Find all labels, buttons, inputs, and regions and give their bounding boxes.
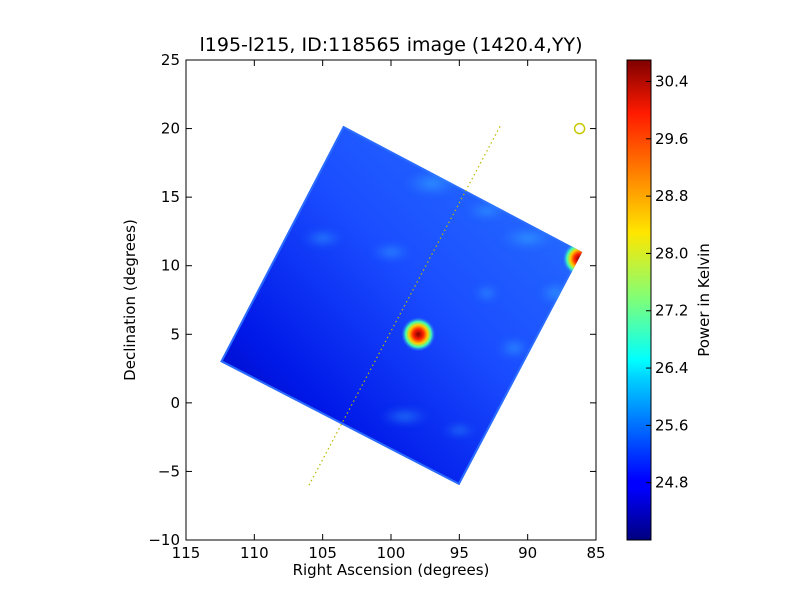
- y-tick-label: 5: [170, 325, 180, 343]
- field-layer: [220, 125, 583, 486]
- colorbar: [626, 59, 652, 541]
- x-tick-label: 90: [518, 544, 537, 562]
- marker-circle: [573, 122, 586, 135]
- y-tick-label: 20: [161, 120, 180, 138]
- x-tick-label: 110: [240, 544, 269, 562]
- emission-blob: [378, 407, 432, 426]
- chart-title: l195-l215, ID:118565 image (1420.4,YY): [199, 34, 583, 56]
- x-tick-label: 95: [450, 544, 469, 562]
- emission-blob: [441, 423, 477, 437]
- emission-blob: [496, 337, 532, 359]
- emission-blob: [537, 282, 573, 305]
- emission-blob: [464, 202, 509, 220]
- x-tick-label: 85: [586, 544, 605, 562]
- survey-field: [220, 125, 583, 486]
- dotted-line: [308, 125, 501, 486]
- colorbar-tick-label: 30.4: [655, 72, 688, 90]
- emission-blob: [300, 229, 345, 248]
- colorbar-tick-label: 24.8: [655, 474, 688, 492]
- x-tick-label: 105: [308, 544, 337, 562]
- y-axis-label: Declination (degrees): [121, 219, 139, 381]
- emission-blob: [473, 284, 500, 302]
- colorbar-tick-label: 29.6: [655, 130, 688, 148]
- colorbar-ticks: 30.4 29.6 28.8 28.0 27.2 26.4 25.6 24.8: [646, 72, 688, 492]
- colorbar-tick-label: 27.2: [655, 302, 688, 320]
- y-tick-label: −5: [158, 462, 180, 480]
- colorbar-tick-label: 28.0: [655, 244, 688, 262]
- colorbar-tick-label: 25.6: [655, 416, 688, 434]
- y-tick-label: 0: [170, 394, 180, 412]
- colorbar-label: Power in Kelvin: [695, 243, 713, 357]
- overlay-layer: [308, 122, 586, 486]
- emission-blob: [401, 170, 463, 197]
- emission-blob: [369, 243, 413, 261]
- y-tick-label: −10: [148, 531, 180, 549]
- emission-blob: [496, 227, 559, 250]
- y-tick-label: 10: [161, 257, 180, 275]
- x-tick-label: 100: [377, 544, 406, 562]
- field-base: [220, 125, 583, 486]
- colorbar-tick-label: 28.8: [655, 187, 688, 205]
- hot-spot: [401, 317, 436, 352]
- colorbar-tick-label: 26.4: [655, 359, 688, 377]
- y-tick-label: 25: [161, 51, 180, 69]
- y-tick-label: 15: [161, 188, 180, 206]
- x-axis-label: Right Ascension (degrees): [292, 561, 490, 579]
- x-tick-label: 115: [172, 544, 201, 562]
- hot-spot: [562, 241, 583, 276]
